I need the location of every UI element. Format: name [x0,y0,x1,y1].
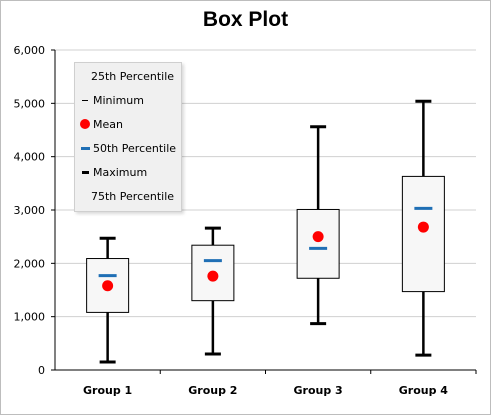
iqr-box [401,175,445,293]
x-tick-label: Group 4 [399,384,449,397]
x-tick-label: Group 1 [83,384,132,397]
x-tick-label: Group 2 [188,384,237,397]
legend-label: Mean [93,117,123,131]
legend-label: 50th Percentile [93,141,177,155]
y-tick-label: 3,000 [14,204,46,217]
mean-point [102,280,114,292]
legend-symbol [77,170,93,174]
mean-point [207,270,219,282]
legend-label: 75th Percentile [91,189,175,203]
chart-title: Box Plot [202,8,289,31]
y-tick-label: 4,000 [14,151,46,164]
x-tick-label: Group 3 [294,384,343,397]
legend-symbol [77,146,93,150]
iqr-box [296,208,340,279]
y-tick-label: 5,000 [14,97,46,110]
legend-item: Mean [75,115,123,133]
y-tick-label: 1,000 [14,311,46,324]
legend-item: 50th Percentile [75,139,176,157]
legend-item: Minimum [75,91,144,109]
y-tick-label: 0 [38,364,45,377]
legend-item: Maximum [75,163,147,181]
legend-item: 25th Percentile [75,67,174,85]
mean-point [417,221,429,233]
y-tick-label: 2,000 [14,257,46,270]
legend-label: Minimum [93,93,144,107]
legend: 25th Percentile Minimum Mean 50th Percentil… [74,62,182,212]
legend-item: 75th Percentile [75,187,174,205]
legend-symbol [77,99,93,101]
legend-label: 25th Percentile [91,69,175,83]
legend-symbol [77,119,93,129]
y-tick-label: 6,000 [14,44,46,57]
legend-label: Maximum [93,165,148,179]
mean-point [312,231,324,243]
